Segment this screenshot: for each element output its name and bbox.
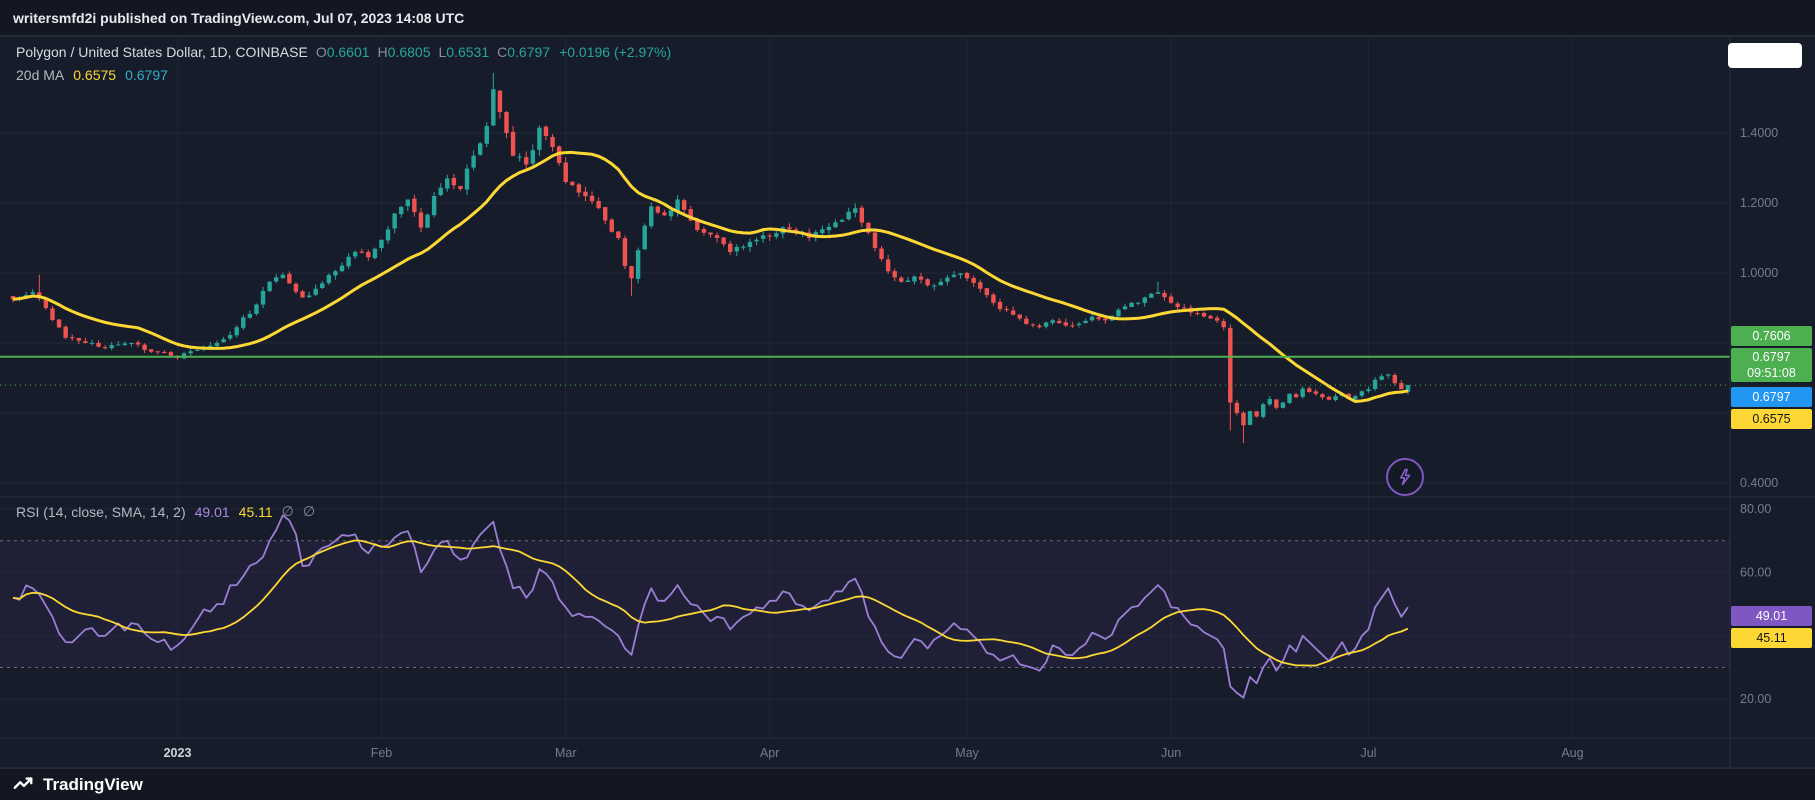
svg-text:20.00: 20.00 — [1740, 692, 1771, 706]
boost-button[interactable] — [1386, 458, 1424, 496]
svg-text:2023: 2023 — [164, 746, 192, 760]
tradingview-wordmark: TradingView — [43, 774, 143, 794]
bar-countdown: 09:51:08 — [1747, 366, 1796, 380]
ma-label: 20d MA — [16, 67, 65, 83]
symbol-title[interactable]: Polygon / United States Dollar, 1D, COIN… — [16, 44, 308, 60]
price-badge-ma-slow: 0.6575 — [1731, 409, 1812, 429]
rsi-series — [12, 514, 1409, 699]
price-badge-ma-fast: 0.6797 — [1731, 387, 1812, 407]
svg-text:1.2000: 1.2000 — [1740, 196, 1778, 210]
svg-text:Apr: Apr — [760, 746, 779, 760]
svg-text:80.00: 80.00 — [1740, 502, 1771, 516]
svg-text:0.4000: 0.4000 — [1740, 476, 1778, 490]
lightning-icon — [1395, 467, 1415, 487]
ohlc-high: H0.6805 — [378, 44, 431, 60]
footer-bar: TradingView — [0, 768, 1815, 800]
price-badge-level: 0.7606 — [1731, 326, 1812, 346]
svg-text:1.0000: 1.0000 — [1740, 266, 1778, 280]
svg-text:Jul: Jul — [1360, 746, 1376, 760]
high-value: 0.6805 — [387, 44, 431, 60]
close-label: C — [497, 44, 508, 60]
svg-text:May: May — [955, 746, 979, 760]
last-price-value: 0.6797 — [1752, 350, 1791, 364]
rsi-legend: RSI (14, close, SMA, 14, 2) 49.01 45.11 … — [16, 503, 315, 520]
close-value: 0.6797 — [507, 44, 551, 60]
svg-text:1.4000: 1.4000 — [1740, 126, 1778, 140]
rsi-band-empty-1: ∅ — [281, 503, 294, 519]
ohlc-open: O0.6601 — [316, 44, 370, 60]
open-value: 0.6601 — [326, 44, 370, 60]
price-badge-last: 0.6797 09:51:08 — [1731, 348, 1812, 382]
svg-text:Feb: Feb — [371, 746, 393, 760]
candlestick-series — [10, 72, 1411, 444]
svg-text:Aug: Aug — [1561, 746, 1583, 760]
low-value: 0.6531 — [446, 44, 490, 60]
price-level-lines — [0, 355, 1730, 386]
ma-legend: 20d MA 0.6575 0.6797 — [16, 67, 168, 83]
high-label: H — [377, 44, 388, 60]
snapshot-button[interactable] — [1728, 43, 1802, 68]
rsi-title[interactable]: RSI (14, close, SMA, 14, 2) — [16, 503, 186, 520]
change-value: +0.0196 (+2.97%) — [559, 44, 672, 60]
rsi-band-empty-2: ∅ — [302, 503, 316, 519]
page-background-strip — [0, 800, 1815, 806]
ma-value-teal: 0.6797 — [125, 67, 168, 83]
low-label: L — [438, 44, 447, 60]
open-label: O — [315, 44, 327, 60]
ma-line — [12, 150, 1409, 403]
time-axis-labels: 2023 Feb Mar Apr May Jun Jul Aug — [164, 746, 1584, 760]
symbol-legend: Polygon / United States Dollar, 1D, COIN… — [16, 44, 671, 60]
rsi-value: 49.01 — [194, 503, 230, 520]
publish-text: writersmfd2i published on TradingView.co… — [13, 9, 465, 26]
svg-text:60.00: 60.00 — [1740, 565, 1771, 579]
rsi-badge: 49.01 — [1731, 606, 1812, 626]
rsi-ma-badge: 45.11 — [1731, 628, 1812, 648]
price-axis-labels: 1.4000 1.2000 1.0000 0.4000 80.00 60.00 20.00 — [1740, 126, 1778, 706]
tradingview-logo-icon — [12, 774, 34, 796]
tradingview-link[interactable]: TradingView — [12, 774, 143, 796]
svg-text:Mar: Mar — [555, 746, 577, 760]
rsi-ma-value: 45.11 — [238, 503, 273, 520]
grid-lines — [0, 36, 1730, 738]
ohlc-low: L0.6531 — [438, 44, 489, 60]
ma-value-yellow: 0.6575 — [73, 67, 117, 83]
svg-text:Jun: Jun — [1161, 746, 1181, 760]
ohlc-close: C0.6797 — [497, 44, 550, 60]
publish-bar: writersmfd2i published on TradingView.co… — [0, 0, 1815, 36]
